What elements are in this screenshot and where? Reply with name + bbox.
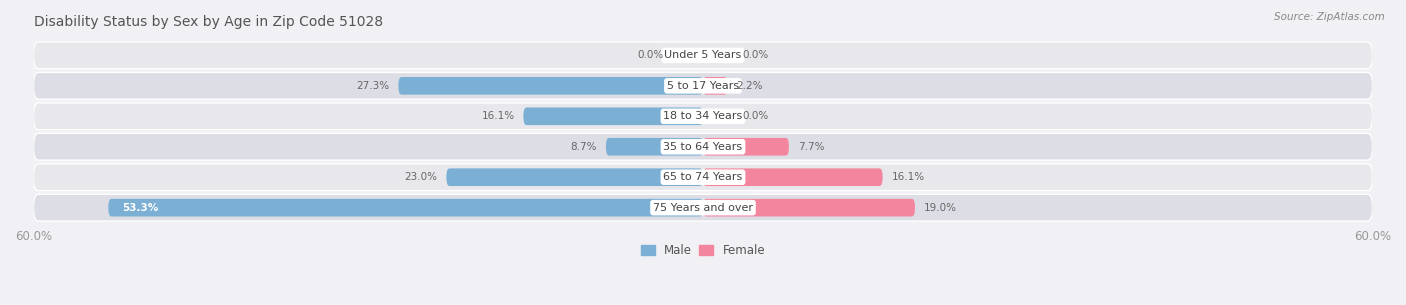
FancyBboxPatch shape <box>446 168 703 186</box>
FancyBboxPatch shape <box>34 42 1372 69</box>
Text: 35 to 64 Years: 35 to 64 Years <box>664 142 742 152</box>
Text: 27.3%: 27.3% <box>356 81 389 91</box>
Text: 16.1%: 16.1% <box>891 172 925 182</box>
FancyBboxPatch shape <box>34 73 1372 99</box>
Text: 5 to 17 Years: 5 to 17 Years <box>666 81 740 91</box>
Text: 23.0%: 23.0% <box>405 172 437 182</box>
FancyBboxPatch shape <box>398 77 703 95</box>
Text: 16.1%: 16.1% <box>481 111 515 121</box>
Text: 7.7%: 7.7% <box>797 142 824 152</box>
Text: 0.0%: 0.0% <box>638 50 664 60</box>
Text: 19.0%: 19.0% <box>924 203 957 213</box>
Text: 18 to 34 Years: 18 to 34 Years <box>664 111 742 121</box>
FancyBboxPatch shape <box>34 103 1372 130</box>
Text: 2.2%: 2.2% <box>737 81 763 91</box>
Text: Disability Status by Sex by Age in Zip Code 51028: Disability Status by Sex by Age in Zip C… <box>34 15 382 29</box>
Text: Under 5 Years: Under 5 Years <box>665 50 741 60</box>
Text: 0.0%: 0.0% <box>742 50 768 60</box>
FancyBboxPatch shape <box>606 138 703 156</box>
Text: Source: ZipAtlas.com: Source: ZipAtlas.com <box>1274 12 1385 22</box>
Text: 65 to 74 Years: 65 to 74 Years <box>664 172 742 182</box>
FancyBboxPatch shape <box>703 138 789 156</box>
FancyBboxPatch shape <box>108 199 703 217</box>
FancyBboxPatch shape <box>703 199 915 217</box>
FancyBboxPatch shape <box>34 133 1372 160</box>
Text: 8.7%: 8.7% <box>571 142 598 152</box>
FancyBboxPatch shape <box>34 164 1372 191</box>
Legend: Male, Female: Male, Female <box>636 239 770 262</box>
FancyBboxPatch shape <box>523 107 703 125</box>
FancyBboxPatch shape <box>34 194 1372 221</box>
FancyBboxPatch shape <box>703 168 883 186</box>
Text: 53.3%: 53.3% <box>122 203 157 213</box>
Text: 0.0%: 0.0% <box>742 111 768 121</box>
FancyBboxPatch shape <box>703 77 727 95</box>
Text: 75 Years and over: 75 Years and over <box>652 203 754 213</box>
